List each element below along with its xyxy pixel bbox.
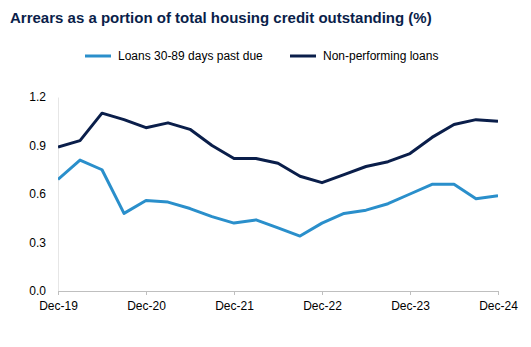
x-tick-mark xyxy=(146,291,147,295)
x-tick-mark xyxy=(190,291,191,295)
y-tick: 1.2 xyxy=(29,90,58,104)
x-tick xyxy=(168,291,169,295)
y-axis-line xyxy=(58,98,59,292)
x-tick-mark xyxy=(410,291,411,295)
x-tick-mark xyxy=(366,291,367,295)
x-tick-mark xyxy=(278,291,279,295)
x-axis: Dec-19 Dec-20 Dec-21 Dec-22 Dec-23 Dec-24 xyxy=(39,291,518,313)
x-tick xyxy=(80,291,81,295)
legend-swatch xyxy=(290,55,316,58)
chart: Arrears as a portion of total housing cr… xyxy=(0,0,531,347)
legend-label: Loans 30-89 days past due xyxy=(118,49,263,63)
x-tick: Dec-23 xyxy=(391,291,430,313)
y-tick: 0.6 xyxy=(29,187,58,201)
x-tick: Dec-21 xyxy=(215,291,254,313)
y-tick-label: 0.9 xyxy=(29,139,46,153)
x-tick-mark xyxy=(388,291,389,295)
x-tick-mark xyxy=(498,291,499,295)
x-tick: Dec-24 xyxy=(479,291,518,313)
y-axis: 0.0 0.3 0.6 0.9 1.2 xyxy=(29,90,58,298)
plot: 0.00.30.60.91.2Dec-19Dec-20Dec-21Dec-22D… xyxy=(29,90,518,312)
title: Arrears as a portion of total housing cr… xyxy=(10,9,432,26)
x-tick-label: Dec-20 xyxy=(127,299,166,313)
x-tick xyxy=(344,291,345,295)
y-tick: 0.3 xyxy=(29,236,58,250)
legend-swatch xyxy=(85,55,111,58)
x-tick xyxy=(476,291,477,295)
y-tick: 0.9 xyxy=(29,139,58,153)
x-tick-mark xyxy=(432,291,433,295)
x-tick-mark xyxy=(454,291,455,295)
x-tick: Dec-20 xyxy=(127,291,166,313)
x-tick xyxy=(454,291,455,295)
x-tick: Dec-22 xyxy=(303,291,342,313)
x-tick xyxy=(190,291,191,295)
x-tick-label: Dec-24 xyxy=(479,299,518,313)
x-tick xyxy=(366,291,367,295)
y-tick-label: 1.2 xyxy=(29,90,46,104)
x-tick-mark xyxy=(124,291,125,295)
x-tick-mark xyxy=(300,291,301,295)
x-tick-mark xyxy=(212,291,213,295)
lines xyxy=(58,113,498,236)
x-tick xyxy=(102,291,103,295)
y-tick-label: 0.6 xyxy=(29,187,46,201)
x-tick-mark xyxy=(168,291,169,295)
legend-item: Loans 30-89 days past due xyxy=(85,49,263,63)
y-tick-label: 0.0 xyxy=(29,284,46,298)
x-tick xyxy=(212,291,213,295)
x-tick-mark xyxy=(102,291,103,295)
series-line xyxy=(58,160,498,236)
x-tick xyxy=(256,291,257,295)
x-tick-label: Dec-23 xyxy=(391,299,430,313)
x-tick-mark xyxy=(476,291,477,295)
x-tick-mark xyxy=(322,291,323,295)
x-tick xyxy=(124,291,125,295)
x-tick xyxy=(278,291,279,295)
x-tick-mark xyxy=(58,291,59,295)
x-axis-line xyxy=(59,292,499,296)
x-tick-mark xyxy=(344,291,345,295)
x-tick-mark xyxy=(80,291,81,295)
y-tick-label: 0.3 xyxy=(29,236,46,250)
x-tick xyxy=(432,291,433,295)
legend: Loans 30-89 days past due Non-performing … xyxy=(85,49,438,63)
x-tick-label: Dec-19 xyxy=(39,299,78,313)
series-line xyxy=(58,113,498,183)
legend-label: Non-performing loans xyxy=(323,49,438,63)
legend-item: Non-performing loans xyxy=(290,49,438,63)
x-tick-mark xyxy=(256,291,257,295)
x-tick-label: Dec-22 xyxy=(303,299,342,313)
y-tick: 0.0 xyxy=(29,284,58,298)
x-tick-label: Dec-21 xyxy=(215,299,254,313)
x-tick: Dec-19 xyxy=(39,291,78,313)
x-tick xyxy=(300,291,301,295)
x-tick-mark xyxy=(234,291,235,295)
x-tick xyxy=(388,291,389,295)
